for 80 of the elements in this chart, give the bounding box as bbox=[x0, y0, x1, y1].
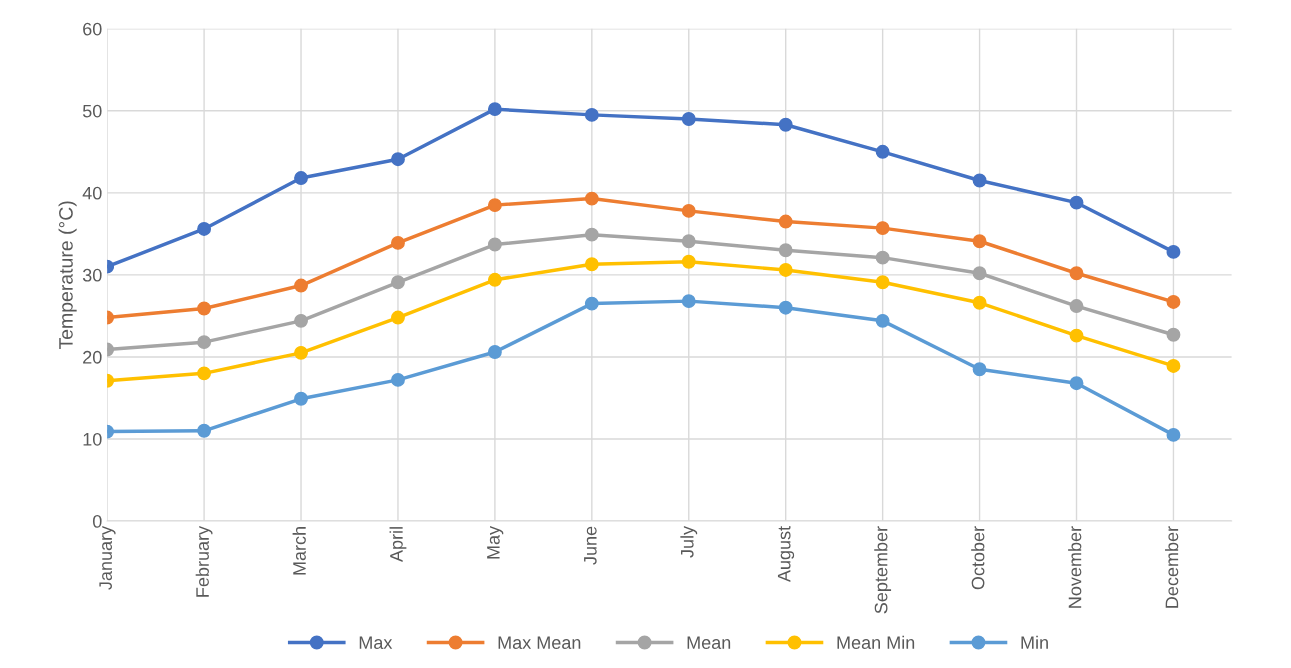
point bbox=[294, 171, 308, 186]
point bbox=[1069, 266, 1084, 281]
x-tick-label: December bbox=[1165, 526, 1179, 608]
point bbox=[487, 237, 502, 252]
point bbox=[875, 275, 890, 290]
point bbox=[487, 102, 502, 117]
legend-label: Max Mean bbox=[498, 636, 581, 650]
point bbox=[1069, 328, 1084, 343]
point bbox=[1166, 327, 1181, 342]
x-tick-label: May bbox=[487, 525, 504, 559]
point bbox=[681, 234, 696, 249]
legend-label: Max bbox=[359, 636, 393, 650]
x-tick-label: August bbox=[777, 526, 795, 583]
point bbox=[778, 300, 793, 315]
y-tick-label: 20 bbox=[83, 350, 102, 364]
x-tick-label: April bbox=[389, 527, 407, 562]
legend-label: Min bbox=[1021, 635, 1048, 649]
point bbox=[972, 173, 987, 188]
point bbox=[1166, 244, 1181, 259]
point bbox=[197, 301, 212, 316]
point bbox=[681, 203, 696, 218]
point bbox=[1166, 359, 1181, 373]
point bbox=[972, 266, 987, 281]
x-tick-label: June bbox=[584, 526, 597, 565]
y-tick-label: 60 bbox=[83, 22, 102, 36]
legend-label: Mean Min bbox=[837, 635, 915, 650]
y-tick-label: 10 bbox=[83, 432, 102, 446]
point bbox=[972, 295, 987, 310]
point bbox=[875, 250, 890, 265]
point bbox=[197, 335, 212, 350]
point bbox=[584, 296, 599, 311]
point bbox=[875, 313, 890, 328]
x-tick-label: September bbox=[874, 526, 892, 614]
x-tick-label: November bbox=[1068, 526, 1082, 608]
x-tick-label: July bbox=[680, 525, 698, 558]
point bbox=[778, 243, 793, 258]
y-tick-label: 0 bbox=[92, 514, 102, 528]
point bbox=[681, 254, 696, 269]
y-axis-title: Temperature (°C) bbox=[58, 201, 77, 350]
y-tick-label: 40 bbox=[82, 186, 102, 200]
x-tick-label: January bbox=[99, 525, 116, 590]
point bbox=[1166, 427, 1181, 442]
point bbox=[197, 366, 212, 381]
point bbox=[972, 234, 987, 249]
point bbox=[391, 275, 405, 290]
point bbox=[487, 198, 502, 213]
point bbox=[584, 227, 599, 242]
x-tick-label: February bbox=[195, 525, 213, 597]
legend-label: Mean bbox=[687, 636, 731, 650]
point bbox=[391, 310, 405, 325]
y-tick-label: 50 bbox=[82, 104, 102, 118]
point bbox=[681, 294, 696, 309]
point bbox=[1069, 299, 1084, 314]
point bbox=[487, 272, 502, 287]
point bbox=[972, 362, 987, 377]
point bbox=[391, 372, 405, 387]
point bbox=[778, 117, 793, 132]
point bbox=[1069, 376, 1084, 391]
point bbox=[197, 221, 212, 236]
point bbox=[197, 423, 212, 438]
point bbox=[584, 257, 599, 272]
point bbox=[584, 107, 599, 122]
y-tick-label: 30 bbox=[82, 268, 102, 282]
point bbox=[584, 191, 599, 206]
x-tick-label: October bbox=[971, 526, 985, 590]
point bbox=[391, 152, 405, 167]
point bbox=[294, 313, 308, 328]
point bbox=[294, 278, 308, 293]
point bbox=[875, 144, 890, 159]
point bbox=[681, 112, 696, 126]
point bbox=[487, 345, 502, 359]
x-tick-label: March bbox=[292, 527, 306, 575]
point bbox=[875, 221, 890, 236]
point bbox=[1069, 195, 1084, 210]
point bbox=[1166, 295, 1181, 309]
point bbox=[391, 235, 405, 250]
point bbox=[778, 214, 793, 229]
point bbox=[294, 345, 308, 360]
point bbox=[778, 263, 793, 277]
point bbox=[294, 391, 308, 406]
